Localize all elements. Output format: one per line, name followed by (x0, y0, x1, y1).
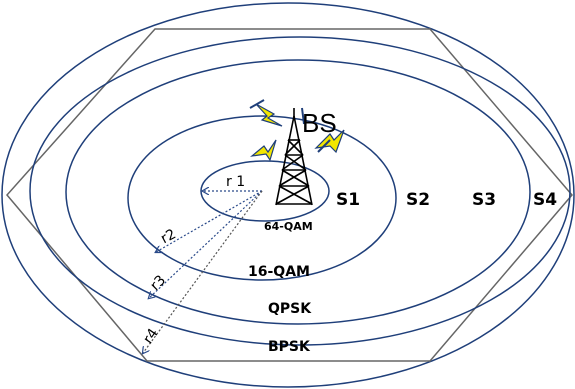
cell-hexagon (6, 28, 573, 362)
signal-lines (249, 99, 331, 153)
zone-label-s1: S1 (336, 190, 360, 210)
zone-s3-ellipse (29, 36, 571, 346)
radius-r2-label: r2 (158, 226, 178, 247)
tower-icon (275, 108, 313, 206)
radius-r3-line (149, 190, 263, 298)
zone-s2-ellipse (65, 59, 531, 325)
modulation-label-64qam: 64-QAM (264, 220, 313, 233)
modulation-label-16qam: 16-QAM (248, 264, 310, 280)
radius-r3-label: r3 (147, 272, 169, 294)
modulation-label-qpsk: QPSK (268, 301, 312, 317)
radius-r4-label: r4 (140, 326, 162, 347)
zone-label-s3: S3 (472, 190, 496, 210)
radius-r2-line (156, 190, 263, 252)
radius-r1-label: r 1 (226, 174, 245, 190)
zone-label-s2: S2 (406, 190, 430, 210)
zone-s1-ellipse (127, 115, 397, 281)
base-station-label: BS (302, 108, 337, 138)
radius-r4-line (143, 190, 263, 353)
zone-label-s4: S4 (533, 190, 557, 210)
modulation-label-bpsk: BPSK (268, 339, 311, 355)
radius-arrows (143, 190, 263, 353)
